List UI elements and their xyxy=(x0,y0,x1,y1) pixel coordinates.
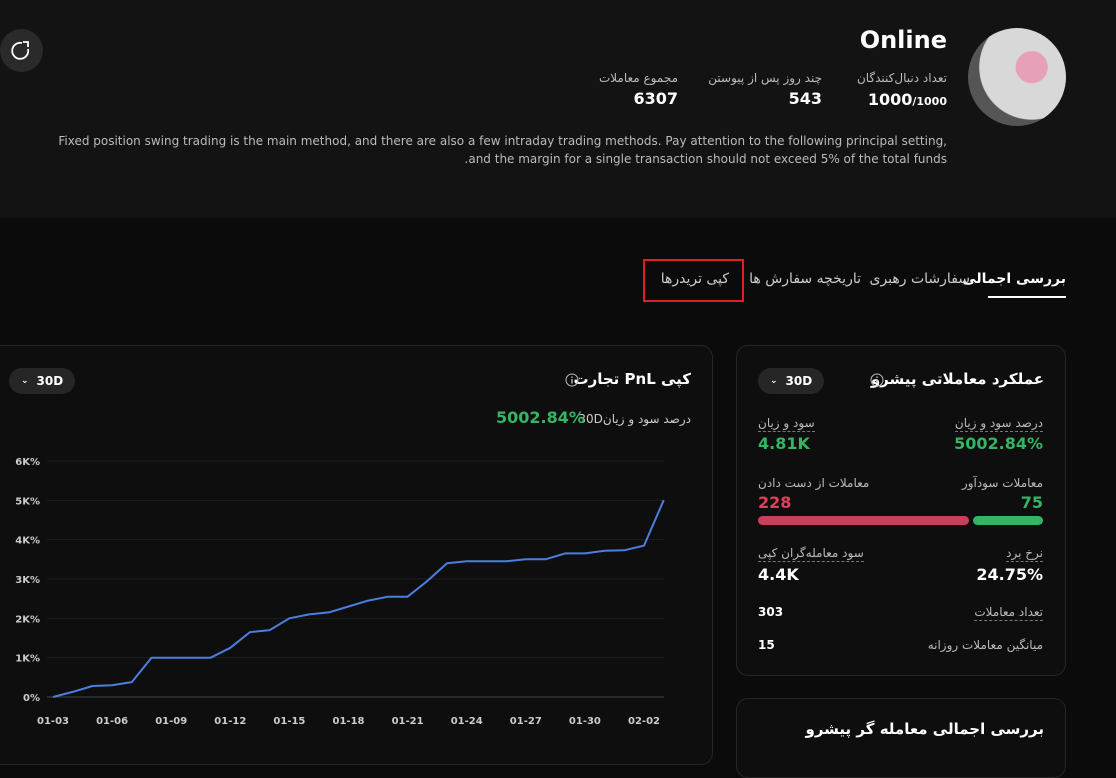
metric-value: 4.4K xyxy=(758,565,799,584)
metric-label: سود معامله‌گران کپی xyxy=(758,546,864,562)
losing-bar xyxy=(758,516,970,525)
pnl-card xyxy=(0,345,713,765)
metric-value: 15 xyxy=(758,638,775,652)
stat-number: 1000 xyxy=(867,90,913,109)
x-tick-label: 01-12 xyxy=(214,716,246,727)
tab-underline xyxy=(988,296,1066,298)
y-tick-label: 6K% xyxy=(15,457,40,468)
trader-name: Online xyxy=(859,26,947,54)
metric-label-text: درصد سود و زیان xyxy=(602,412,691,426)
metric-label: معاملات سودآور xyxy=(961,476,1043,490)
stat-suffix: /1000 xyxy=(912,95,947,108)
stat-label: چند روز پس از پیوستن xyxy=(708,71,822,85)
x-tick-label: 02-02 xyxy=(628,716,660,727)
metric-value: 228 xyxy=(758,493,792,512)
avatar xyxy=(968,28,1066,126)
tab-active[interactable]: بررسی اجمالی xyxy=(962,271,1066,287)
x-tick-label: 01-21 xyxy=(392,716,424,727)
metric-value: 24.75% xyxy=(976,565,1043,584)
description-line: Fixed position swing trading is the main… xyxy=(58,134,947,148)
x-tick-label: 01-03 xyxy=(37,716,69,727)
pnl-line xyxy=(52,499,665,698)
stat-label: تعداد دنبال‌کنندگان xyxy=(856,71,947,85)
metric-value: 75 xyxy=(1020,493,1043,512)
description-line: .and the margin for a single transaction… xyxy=(464,152,947,166)
y-tick-label: 0% xyxy=(23,693,40,704)
x-tick-label: 01-27 xyxy=(510,716,542,727)
metric-label: تعداد معاملات xyxy=(974,605,1043,621)
x-tick-label: 01-06 xyxy=(96,716,128,727)
overview-card xyxy=(736,698,1066,778)
metric-value: 4.81K xyxy=(758,434,810,453)
y-tick-label: 4K% xyxy=(15,536,40,547)
refresh-button[interactable] xyxy=(0,29,43,72)
tab[interactable]: سفارشات رهبری xyxy=(869,271,970,287)
highlight-box xyxy=(643,259,744,302)
x-tick-label: 01-18 xyxy=(333,716,365,727)
win-loss-bar xyxy=(758,516,1043,525)
period-dropdown[interactable]: ⌄ 30D xyxy=(9,368,76,394)
x-tick-label: 01-24 xyxy=(451,716,483,727)
stat-value: 1000/1000 xyxy=(868,90,947,109)
card-title: کپی PnL تجارت xyxy=(573,370,692,388)
metric-value: 5002.84% xyxy=(496,408,585,427)
card-title: عملکرد معاملاتی پیشرو xyxy=(870,370,1044,388)
metric-label: میانگین معاملات روزانه xyxy=(927,638,1043,652)
card-title: بررسی اجمالی معامله گر پیشرو xyxy=(805,720,1044,738)
info-icon xyxy=(565,373,579,387)
period-label: 30D xyxy=(36,374,64,388)
y-tick-label: 1K% xyxy=(15,654,40,665)
stat-label: مجموع معاملات xyxy=(598,71,678,85)
x-tick-label: 01-30 xyxy=(569,716,601,727)
metric-label: درصد سود و زیان xyxy=(954,416,1043,432)
metric-label: نرخ برد xyxy=(1006,546,1043,562)
metric-label: معاملات از دست دادن xyxy=(758,476,870,490)
y-tick-label: 5K% xyxy=(15,496,40,507)
profitable-bar xyxy=(973,516,1043,525)
metric-period: 30D xyxy=(578,412,603,426)
refresh-icon xyxy=(11,41,30,60)
info-icon xyxy=(870,373,884,387)
stat-value: 6307 xyxy=(633,89,678,108)
period-label: 30D xyxy=(785,374,813,388)
metric-label: سود و زیان xyxy=(758,416,815,432)
pnl-chart: 0% 1K% 2K% 3K% 4K% 5K% 6K% 01-03 01-06 01-09 01-12… xyxy=(15,457,665,727)
metric-value: 303 xyxy=(758,605,784,619)
x-tick-label: 01-09 xyxy=(155,716,187,727)
y-tick-label: 2K% xyxy=(15,614,40,625)
stat-value: 543 xyxy=(788,89,822,108)
y-tick-label: 3K% xyxy=(15,575,40,586)
tab[interactable]: کپی تریدرها xyxy=(660,271,729,287)
header xyxy=(0,0,1116,218)
period-dropdown[interactable]: ⌄ 30D xyxy=(758,368,825,394)
performance-card xyxy=(736,345,1066,676)
x-tick-label: 01-15 xyxy=(273,716,305,727)
tab[interactable]: تاریخچه سفارش ها xyxy=(749,271,861,287)
metric-value: 5002.84% xyxy=(954,434,1043,453)
metric-label: درصد سود و زیان30D xyxy=(578,412,691,426)
